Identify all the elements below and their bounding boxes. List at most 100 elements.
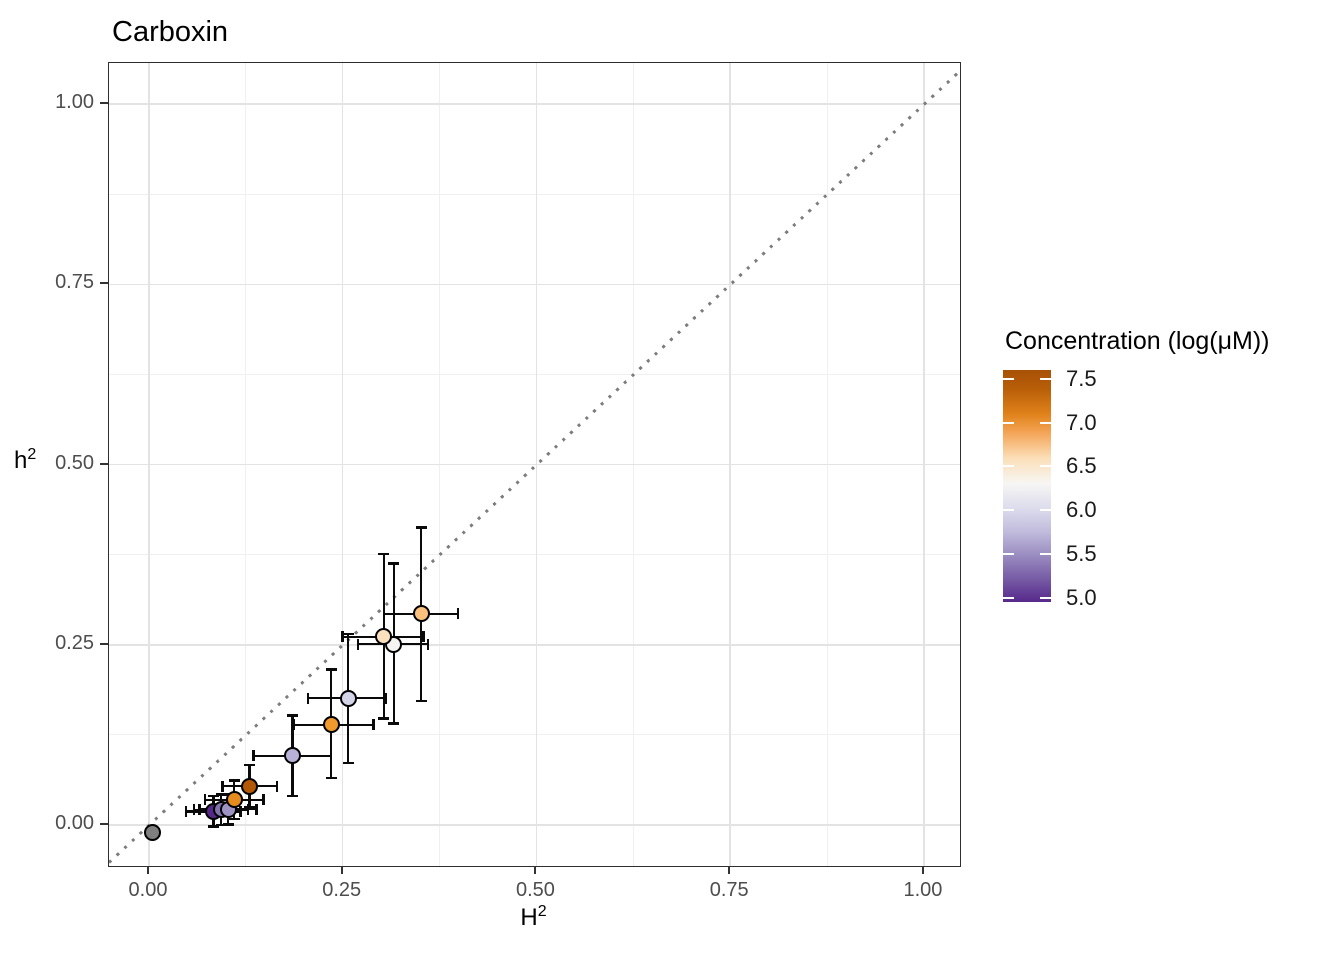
error-bar-cap	[382, 608, 386, 620]
error-bar-cap	[356, 638, 360, 650]
error-bar-cap	[388, 562, 400, 565]
error-bar-cap	[207, 825, 219, 828]
y-axis-tick	[100, 102, 108, 105]
error-bar-cap	[286, 714, 298, 717]
data-point	[412, 605, 430, 623]
error-bar-cap	[415, 526, 427, 529]
error-bar-cap	[244, 805, 256, 809]
y-tick-label: 0.00	[55, 811, 94, 834]
data-point	[144, 823, 162, 841]
error-bar-cap	[388, 722, 400, 725]
error-bar-cap	[244, 763, 256, 767]
data-point	[322, 716, 340, 734]
x-axis-title-text: H	[520, 904, 538, 931]
y-axis-tick	[100, 822, 108, 825]
gridline-major-y	[109, 283, 960, 286]
legend-tick-label: 6.5	[1066, 453, 1097, 479]
plot-panel	[108, 62, 961, 867]
error-bar-cap	[228, 817, 240, 821]
error-bar-cap	[192, 804, 196, 816]
error-bar-cap	[252, 750, 255, 762]
colorbar-tick	[1040, 465, 1051, 468]
data-point	[241, 777, 259, 795]
data-point	[339, 689, 357, 707]
colorbar-tick	[1003, 552, 1014, 555]
error-bar-cap	[384, 692, 388, 704]
plot-title: Carboxin	[112, 16, 229, 48]
y-axis-title: h2	[14, 446, 36, 475]
x-axis-tick	[728, 866, 731, 874]
y-tick-label: 0.25	[55, 631, 94, 654]
error-bar-cap	[341, 631, 344, 643]
error-bar-cap	[221, 780, 224, 792]
y-axis-title-text: h	[14, 447, 28, 474]
error-bar-cap	[215, 793, 227, 796]
x-tick-label: 1.00	[903, 879, 943, 901]
error-bar-cap	[286, 794, 298, 798]
gridline-minor-y	[109, 734, 960, 736]
error-bar-cap	[456, 608, 460, 620]
error-bar-cap	[342, 632, 354, 636]
colorbar-tick	[1040, 377, 1051, 380]
colorbar-tick	[1003, 509, 1014, 512]
x-tick-label: 0.25	[322, 879, 362, 901]
error-bar-cap	[372, 719, 375, 731]
y-axis-tick	[100, 462, 108, 465]
legend-title: Concentration (log(μM))	[1005, 327, 1270, 355]
y-tick-label: 0.50	[55, 451, 94, 474]
gridline-minor-y	[109, 193, 960, 195]
colorbar-tick	[1040, 509, 1051, 512]
error-bar-cap	[239, 805, 242, 817]
error-bar-cap	[184, 805, 188, 817]
error-bar-cap	[378, 717, 390, 720]
gridline-minor-y	[109, 373, 960, 375]
error-bar-cap	[422, 631, 425, 643]
error-bar-cap	[415, 699, 427, 703]
legend-tick-label: 7.5	[1066, 365, 1097, 391]
gridline-major-y	[109, 644, 960, 646]
error-bar-cap	[255, 803, 258, 815]
error-bar-cap	[198, 803, 201, 815]
legend-tick-label: 7.0	[1066, 409, 1097, 435]
x-tick-label: 0.00	[128, 879, 168, 901]
legend-tick-label: 6.0	[1066, 497, 1097, 523]
colorbar-tick	[1040, 421, 1051, 424]
y-axis-tick	[100, 642, 108, 645]
error-bar-cap	[275, 780, 279, 792]
legend-tick-label: 5.5	[1066, 540, 1097, 566]
colorbar-tick	[1040, 552, 1051, 555]
x-axis-title-sup: 2	[537, 903, 547, 920]
identity-line	[109, 69, 960, 864]
error-bar-cap	[325, 776, 337, 780]
y-tick-label: 0.75	[55, 271, 94, 294]
error-bar-cap	[342, 761, 354, 765]
error-bar-cap	[215, 823, 227, 827]
colorbar-tick	[1003, 596, 1014, 599]
x-axis-tick	[340, 866, 343, 874]
error-bar-cap	[207, 794, 219, 798]
y-axis-title-sup: 2	[27, 446, 37, 463]
error-bar-cap	[262, 794, 265, 806]
data-point	[225, 791, 243, 809]
error-bar-cap	[378, 552, 390, 556]
colorbar-tick	[1003, 377, 1014, 380]
gridline-major-y	[109, 824, 960, 826]
x-axis-tick	[534, 866, 537, 874]
y-tick-label: 1.00	[55, 91, 94, 114]
x-axis-tick	[921, 866, 924, 874]
x-axis-tick	[146, 866, 149, 874]
x-axis-title: H2	[108, 903, 959, 932]
colorbar-tick	[1040, 596, 1051, 599]
colorbar-tick	[1003, 421, 1014, 424]
error-bar-cap	[228, 779, 240, 782]
error-bar-cap	[292, 719, 296, 731]
gridline-minor-y	[109, 554, 960, 556]
error-bar-cap	[222, 823, 234, 826]
x-tick-label: 0.50	[516, 879, 555, 901]
colorbar-gradient	[1003, 370, 1051, 602]
error-bar-cap	[426, 638, 430, 650]
error-bar-cap	[306, 692, 310, 704]
gridline-major-y	[109, 103, 960, 105]
error-bar-cap	[325, 668, 337, 671]
